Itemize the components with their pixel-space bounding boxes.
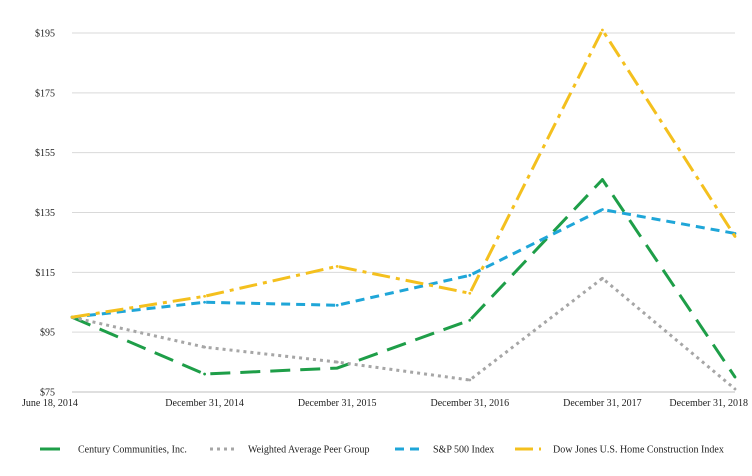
series-line-3 — [71, 28, 737, 319]
series-line-2 — [71, 208, 736, 319]
x-tick-label: December 31, 2016 — [431, 398, 510, 409]
data-point — [203, 345, 207, 349]
data-point — [70, 315, 74, 319]
y-tick-label: $175 — [35, 88, 55, 99]
x-tick-label: December 31, 2017 — [563, 398, 642, 409]
data-point — [468, 273, 472, 277]
gridlines — [72, 32, 735, 393]
data-point — [335, 366, 339, 370]
data-point — [468, 318, 472, 322]
x-axis: June 18, 2014 December 31, 2014 December 3… — [22, 391, 748, 409]
data-point — [733, 387, 737, 391]
x-tick-label: June 18, 2014 — [22, 398, 78, 409]
data-point — [601, 208, 604, 211]
data-point — [601, 276, 604, 280]
data-point — [468, 291, 472, 295]
legend-label: Century Communities, Inc. — [78, 445, 187, 456]
data-point — [733, 235, 737, 238]
y-tick-label: $155 — [35, 148, 55, 159]
x-tick-label: December 31, 2018 — [669, 398, 748, 409]
series-line-1 — [71, 276, 736, 391]
series-lines — [70, 28, 737, 391]
x-tick-label: December 31, 2014 — [165, 398, 244, 409]
legend-label: Dow Jones U.S. Home Construction Index — [553, 445, 724, 456]
data-point — [601, 28, 604, 32]
data-point — [335, 303, 339, 307]
series-line-0 — [71, 178, 737, 378]
data-point — [733, 375, 737, 379]
y-axis: $75 $95 $115 $135 $155 $175 $195 — [35, 29, 55, 399]
data-point — [468, 378, 472, 382]
data-point — [203, 372, 207, 376]
data-point — [601, 178, 604, 181]
y-tick-label: $95 — [40, 328, 55, 339]
legend-label: Weighted Average Peer Group — [248, 445, 369, 456]
y-tick-label: $115 — [35, 268, 55, 279]
data-point — [335, 360, 339, 364]
y-tick-label: $195 — [35, 29, 55, 40]
data-point — [203, 294, 207, 298]
data-point — [203, 300, 207, 304]
x-tick-label: December 31, 2015 — [298, 398, 377, 409]
data-point — [335, 264, 339, 268]
legend-label: S&P 500 Index — [433, 445, 494, 456]
legend: Century Communities, Inc. Weighted Averag… — [40, 445, 724, 456]
y-tick-label: $135 — [35, 208, 55, 219]
y-tick-label: $75 — [40, 388, 55, 399]
